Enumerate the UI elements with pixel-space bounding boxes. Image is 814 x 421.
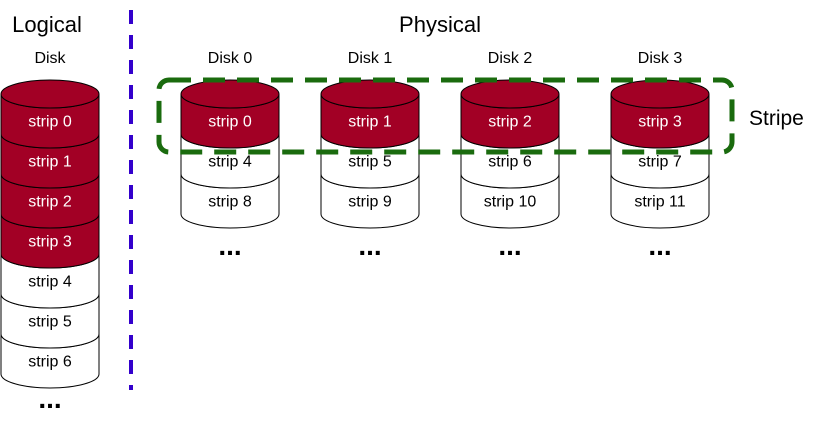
physical-disk-3-strip-2: strip 11 [610, 173, 710, 229]
physical-disk-stack: strip 11 strip 7 strip 3 [610, 79, 710, 229]
physical-disk-2-strip-1: strip 6 [460, 133, 560, 189]
physical-disk-0-strip-label: strip 8 [208, 194, 252, 211]
stripe-label: Stripe [749, 107, 804, 130]
physical-disk-3-top-cap [610, 79, 710, 109]
physical-disk-name: Disk 0 [208, 50, 253, 67]
physical-disk-3: Disk 3 strip 11 strip 7 strip 3... [610, 50, 710, 261]
logical-strip-label: strip 0 [28, 114, 72, 131]
logical-strip-2: strip 2 [0, 173, 100, 229]
physical-disk-ellipsis: ... [358, 230, 381, 261]
logical-strip-label: strip 6 [28, 354, 72, 371]
physical-disk-2-strip-0: strip 2 [460, 93, 560, 149]
physical-disk-1-strip-label: strip 9 [348, 194, 392, 211]
physical-disk-name: Disk 2 [488, 50, 533, 67]
physical-disk-3-strip-0: strip 3 [610, 93, 710, 149]
physical-disk-name: Disk 1 [348, 50, 393, 67]
logical-strip-1: strip 1 [0, 133, 100, 189]
logical-strip-6: strip 6 [0, 333, 100, 389]
physical-disk-3-strip-1: strip 7 [610, 133, 710, 189]
physical-title: Physical [399, 12, 481, 37]
logical-strip-label: strip 1 [28, 154, 72, 171]
physical-disk-3-strip-label: strip 7 [638, 154, 682, 171]
physical-disk-0-top-cap [180, 79, 280, 109]
physical-disk-ellipsis: ... [648, 230, 671, 261]
logical-strip-label: strip 3 [28, 234, 72, 251]
physical-disk-1-strip-0: strip 1 [320, 93, 420, 149]
physical-disk-0-strip-1: strip 4 [180, 133, 280, 189]
physical-disk-2-strip-label: strip 2 [488, 114, 532, 131]
physical-disk-2-top-cap [460, 79, 560, 109]
physical-disk-2-strip-2: strip 10 [460, 173, 560, 229]
logical-strip-label: strip 5 [28, 314, 72, 331]
logical-top-cap [0, 79, 100, 109]
logical-strip-5: strip 5 [0, 293, 100, 349]
physical-disk-stack: strip 10 strip 6 strip 2 [460, 79, 560, 229]
physical-disk-0-strip-label: strip 4 [208, 154, 252, 171]
physical-disk-stack: strip 9 strip 5 strip 1 [320, 79, 420, 229]
physical-disk-ellipsis: ... [218, 230, 241, 261]
physical-disk-0-strip-label: strip 0 [208, 114, 252, 131]
logical-subtitle: Disk [34, 50, 66, 67]
physical-disk-1-strip-label: strip 1 [348, 114, 392, 131]
physical-disk-name: Disk 3 [638, 50, 683, 67]
logical-strip-label: strip 2 [28, 194, 72, 211]
physical-disk-3-strip-label: strip 11 [634, 194, 685, 211]
logical-strip-0: strip 0 [0, 93, 100, 149]
logical-disk-stack: strip 6 strip 5 strip 4 strip 3 strip 2 strip… [0, 79, 100, 389]
physical-disk-2-strip-label: strip 6 [488, 154, 532, 171]
physical-disk-2-strip-label: strip 10 [484, 194, 537, 211]
physical-disk-0: Disk 0 strip 8 strip 4 strip 0... [180, 50, 280, 261]
logical-title: Logical [12, 12, 82, 37]
physical-disk-1-strip-2: strip 9 [320, 173, 420, 229]
physical-disk-2: Disk 2 strip 10 strip 6 strip 2... [460, 50, 560, 261]
logical-strip-label: strip 4 [28, 274, 72, 291]
physical-disks: Disk 0 strip 8 strip 4 strip 0... Disk 1 stri… [180, 50, 710, 261]
logical-ellipsis: ... [38, 383, 61, 414]
physical-disk-0-strip-0: strip 0 [180, 93, 280, 149]
physical-disk-1-top-cap [320, 79, 420, 109]
logical-strip-3: strip 3 [0, 213, 100, 269]
physical-disk-1: Disk 1 strip 9 strip 5 strip 1... [320, 50, 420, 261]
physical-disk-3-strip-label: strip 3 [638, 114, 682, 131]
stripe-outline [156, 77, 735, 155]
physical-disk-1-strip-label: strip 5 [348, 154, 392, 171]
physical-disk-ellipsis: ... [498, 230, 521, 261]
physical-disk-1-strip-1: strip 5 [320, 133, 420, 189]
physical-disk-stack: strip 8 strip 4 strip 0 [180, 79, 280, 229]
